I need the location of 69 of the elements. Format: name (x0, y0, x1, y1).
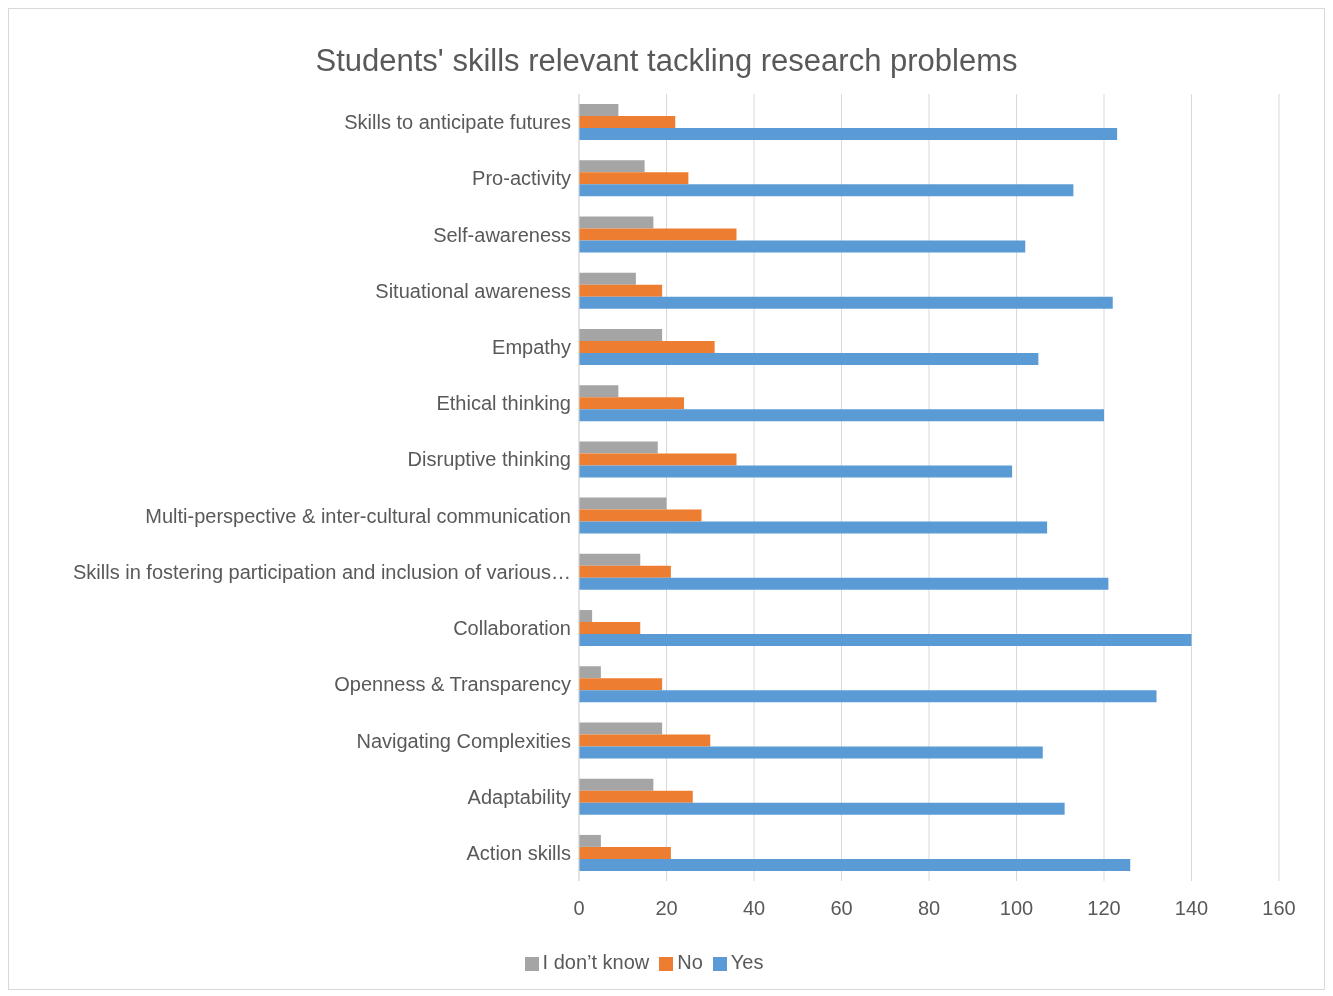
bar (579, 509, 702, 522)
bar (579, 553, 641, 566)
bar (579, 160, 645, 173)
bar (579, 610, 593, 623)
bar (579, 216, 654, 229)
bar (579, 622, 641, 635)
bar (579, 409, 1104, 422)
bar (579, 397, 684, 410)
y-tick-label: Multi-perspective & inter-cultural communication (145, 504, 571, 527)
legend-label: No (677, 951, 703, 973)
bar (579, 441, 658, 454)
bar (579, 722, 663, 735)
bar (579, 104, 619, 117)
bar (579, 746, 1043, 759)
bar (579, 352, 1039, 365)
x-tick-label: 140 (1174, 897, 1209, 920)
y-tick-label: Skills in fostering participation and inclusion of various… (72, 560, 571, 583)
bar (579, 521, 1048, 534)
x-tick-label: 0 (573, 897, 585, 920)
y-tick-label: Self-awareness (433, 223, 571, 246)
bar (579, 240, 1026, 253)
bar (579, 565, 671, 578)
bar (579, 184, 1074, 197)
bar (579, 340, 715, 353)
bar (579, 284, 663, 297)
x-tick-label: 100 (999, 897, 1034, 920)
bar (579, 678, 663, 691)
bar (579, 453, 737, 466)
bar (579, 790, 693, 803)
bar (579, 228, 737, 241)
bar (579, 497, 667, 510)
y-tick-label: Ethical thinking (436, 392, 571, 415)
x-tick-label: 80 (917, 897, 941, 920)
chart-title: Students' skills relevant tackling research problems (314, 42, 1019, 79)
x-tick-label: 120 (1087, 897, 1121, 920)
bar (579, 577, 1109, 590)
y-tick-label: Situational awareness (375, 279, 571, 302)
bar (579, 778, 654, 791)
bar (579, 296, 1113, 309)
y-tick-label: Disruptive thinking (407, 448, 571, 471)
bar (579, 734, 711, 747)
y-tick-label: Pro-activity (472, 167, 571, 190)
bar (579, 128, 1118, 141)
bar (579, 834, 601, 847)
bar (579, 690, 1157, 703)
bar (579, 328, 663, 341)
y-tick-label: Adaptability (467, 785, 571, 808)
x-tick-label: 60 (830, 897, 853, 920)
bar (579, 634, 1192, 647)
bar (579, 465, 1013, 478)
bar (579, 272, 636, 285)
x-tick-label: 20 (655, 897, 678, 920)
bar (579, 385, 619, 398)
legend-label: Yes (730, 951, 764, 973)
y-tick-label: Skills to anticipate futures (344, 111, 571, 134)
y-tick-label: Empathy (492, 336, 571, 359)
bar (579, 846, 671, 859)
bar (579, 666, 601, 679)
y-tick-label: Action skills (466, 841, 571, 864)
bar (579, 802, 1065, 815)
y-tick-label: Navigating Complexities (356, 729, 571, 752)
y-tick-label: Openness & Transparency (334, 673, 571, 696)
x-tick-label: 40 (742, 897, 766, 920)
bar (579, 858, 1131, 871)
bar (579, 172, 689, 185)
legend-label: I don’t know (542, 951, 650, 973)
y-tick-label: Collaboration (453, 617, 571, 640)
bar (579, 116, 676, 129)
x-tick-label: 160 (1262, 897, 1296, 920)
